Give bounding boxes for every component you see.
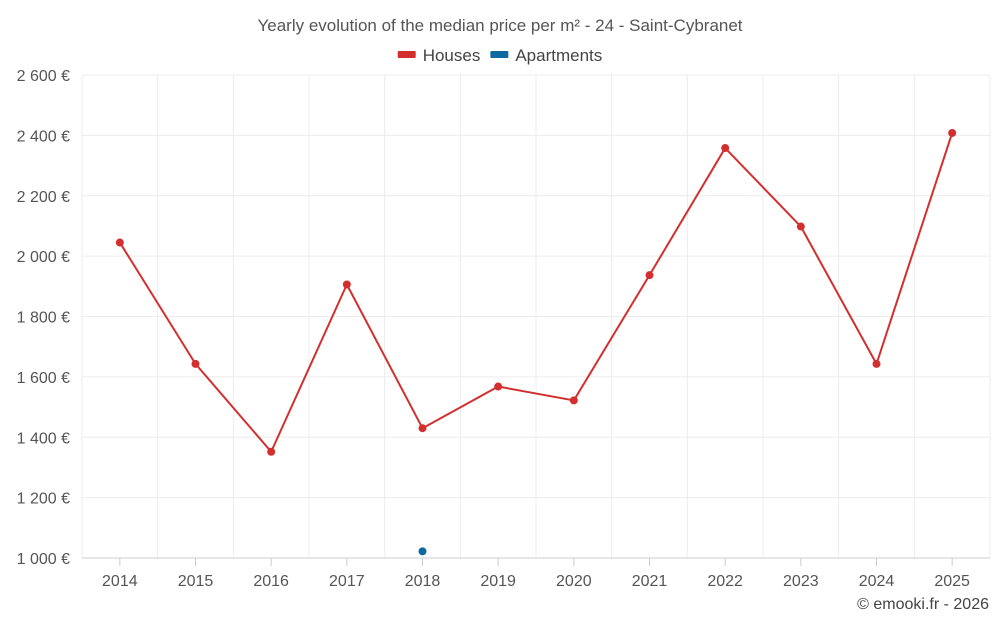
legend-label: Apartments — [515, 46, 602, 65]
x-tick-label: 2015 — [178, 573, 214, 590]
data-point-houses-2019[interactable] — [494, 382, 503, 391]
x-tick-label: 2023 — [783, 573, 819, 590]
x-axis: 2014 2015 2016 2017 2018 2019 2020 2021 2022 2023… — [82, 557, 990, 590]
y-tick-label: 1 800 € — [17, 310, 70, 327]
y-tick-label: 1 600 € — [17, 370, 70, 387]
x-tick-label: 2020 — [556, 573, 592, 590]
legend: Houses Apartments — [397, 46, 602, 65]
x-tick-label: 2014 — [102, 573, 138, 590]
x-tick-label: 2019 — [480, 573, 516, 590]
data-point-houses-2015[interactable] — [191, 359, 200, 368]
credit-text: © emooki.fr - 2026 — [857, 596, 989, 613]
data-point-apartments-2018[interactable] — [418, 547, 427, 556]
y-tick-label: 2 000 € — [17, 249, 70, 266]
x-tick-label: 2017 — [329, 573, 365, 590]
x-tick-label: 2016 — [253, 573, 289, 590]
y-tick-label: 2 600 € — [17, 68, 70, 85]
series-line-houses — [118, 132, 954, 453]
y-tick-label: 1 000 € — [17, 551, 70, 568]
x-tick-label: 2021 — [632, 573, 668, 590]
grid-lines — [81, 74, 991, 558]
legend-item-apartments[interactable]: Apartments — [490, 46, 602, 65]
x-tick-label: 2018 — [405, 573, 441, 590]
x-tick-label: 2024 — [859, 573, 895, 590]
data-point-houses-2014[interactable] — [115, 238, 124, 247]
data-point-houses-2021[interactable] — [645, 271, 654, 280]
x-tick-label: 2025 — [934, 573, 970, 590]
y-tick-label: 2 400 € — [17, 128, 70, 145]
legend-label: Houses — [423, 46, 481, 65]
legend-swatch — [490, 51, 509, 58]
data-point-houses-2023[interactable] — [796, 222, 805, 231]
data-point-houses-2025[interactable] — [948, 128, 957, 137]
legend-item-houses[interactable]: Houses — [397, 46, 481, 65]
data-point-houses-2024[interactable] — [872, 359, 881, 368]
legend-swatch — [397, 51, 416, 58]
y-axis: 1 000 € 1 200 € 1 400 € 1 600 € 1 800 € 2 000… — [17, 68, 70, 568]
chart-title: Yearly evolution of the median price per… — [257, 16, 742, 35]
data-point-houses-2020[interactable] — [569, 396, 578, 405]
data-point-houses-2017[interactable] — [342, 280, 351, 289]
y-tick-label: 1 400 € — [17, 430, 70, 447]
x-tick-label: 2022 — [707, 573, 743, 590]
data-point-houses-2016[interactable] — [267, 447, 276, 456]
y-tick-label: 1 200 € — [17, 491, 70, 508]
data-point-houses-2018[interactable] — [418, 424, 427, 433]
data-point-houses-2022[interactable] — [721, 144, 730, 153]
y-tick-label: 2 200 € — [17, 189, 70, 206]
series-layer — [115, 128, 957, 556]
